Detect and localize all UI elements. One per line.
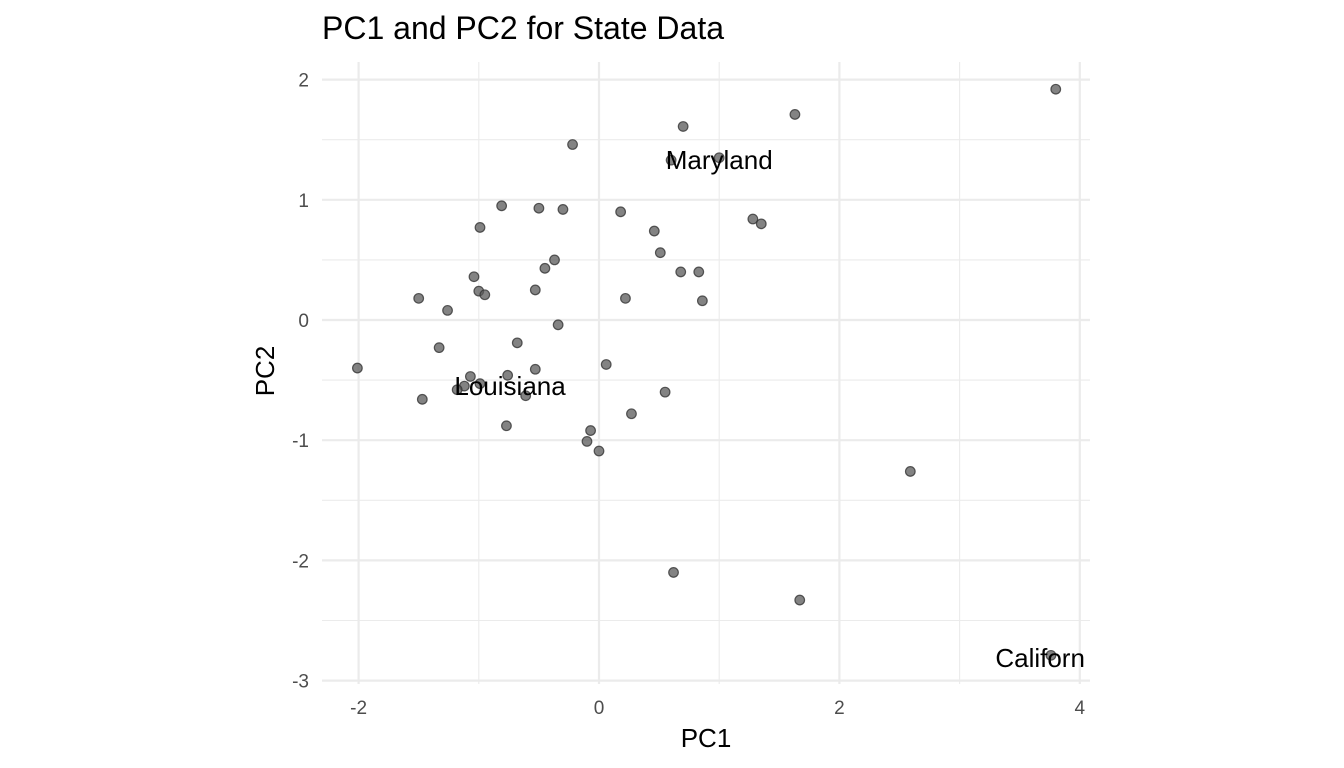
data-point [593,445,605,457]
data-point [502,369,514,381]
tick-labels: -2 0 2 4 2 1 0 -1 -2 -3 [292,71,1085,719]
x-tick-label: 2 [834,698,845,719]
data-point [529,284,541,296]
data-point [501,420,512,432]
data-point [479,289,491,301]
data-point [496,200,508,212]
data-point [451,384,463,396]
data-point [1050,83,1062,95]
data-point [665,154,677,166]
point-annotation-label: Maryland [666,145,773,175]
data-point [581,436,593,447]
data-point [713,152,725,164]
data-point [1045,649,1057,661]
data-point [442,304,453,316]
data-point [552,319,564,331]
y-tick-label: 2 [298,71,309,92]
x-tick-label: 0 [594,698,605,719]
chart-title: PC1 and PC2 for State Data [322,10,724,46]
data-point [693,266,705,278]
data-point [539,262,551,274]
data-point [351,362,363,374]
data-point [747,213,759,225]
data-point [654,247,666,259]
y-tick-label: 1 [298,191,309,212]
data-point [904,466,916,477]
data-point [789,109,801,120]
x-tick-label: -2 [350,698,367,719]
data-point [416,393,428,405]
grid-lines [322,62,1090,684]
data-point [615,206,627,218]
data-point [675,266,687,278]
data-point [468,271,480,283]
data-point [648,225,660,237]
data-point [696,295,708,307]
data-point [474,222,486,233]
data-point [464,371,476,382]
data-point [567,139,578,150]
data-point [520,390,532,402]
data-points [351,83,1062,661]
data-point [794,594,806,606]
x-axis-title: PC1 [681,723,732,753]
data-point [585,425,596,436]
y-axis-title: PC2 [250,346,280,397]
y-tick-label: -3 [292,672,309,693]
data-point [474,378,486,390]
data-point [413,292,425,304]
data-point [668,567,679,578]
data-point [533,202,545,214]
data-point [659,386,671,398]
data-point [677,121,689,132]
y-tick-label: -1 [292,431,309,452]
point-annotations: Maryland Louisiana Californ [454,145,1085,673]
data-point [600,359,612,370]
data-point [626,408,637,420]
y-tick-label: -2 [292,551,309,572]
data-point [529,363,541,375]
x-tick-label: 4 [1075,698,1086,719]
data-point [549,254,560,266]
point-annotation-label: Louisiana [454,371,566,401]
data-point [433,342,445,354]
point-annotation-label: Californ [995,643,1085,673]
data-point [620,292,631,304]
data-point [755,218,767,230]
data-point [557,204,569,215]
data-point [511,337,523,349]
y-tick-label: 0 [298,311,309,332]
